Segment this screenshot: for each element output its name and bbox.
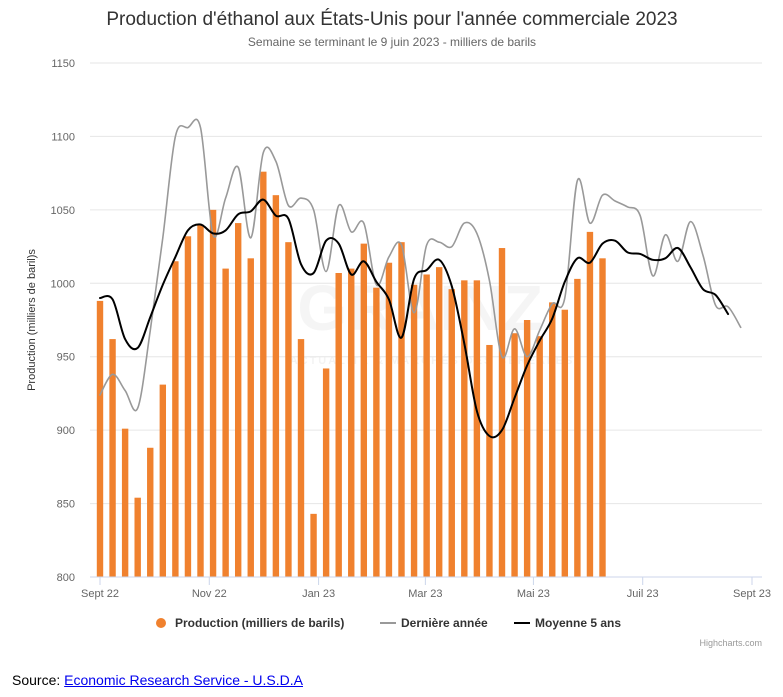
production-bar[interactable] bbox=[335, 273, 342, 577]
production-bar[interactable] bbox=[96, 300, 104, 577]
production-bar[interactable] bbox=[109, 339, 116, 577]
y-tick-label: 1000 bbox=[51, 278, 75, 290]
production-bar[interactable] bbox=[297, 339, 305, 577]
production-bar[interactable] bbox=[498, 248, 506, 578]
production-bar[interactable] bbox=[473, 280, 481, 577]
legend-item-production[interactable]: Production (milliers de barils) bbox=[156, 616, 344, 630]
legend-item-five-year-avg[interactable]: Moyenne 5 ans bbox=[514, 616, 621, 630]
x-tick-label: Nov 22 bbox=[192, 588, 227, 600]
production-bar[interactable] bbox=[285, 242, 292, 577]
production-bar[interactable] bbox=[197, 224, 204, 578]
source-line: Source: Economic Research Service - U.S.… bbox=[12, 672, 303, 688]
series-lines bbox=[99, 118, 742, 439]
legend-label-production: Production (milliers de barils) bbox=[175, 616, 344, 630]
production-bar[interactable] bbox=[398, 242, 405, 577]
production-bar[interactable] bbox=[272, 195, 280, 577]
legend-marker-production bbox=[156, 618, 166, 628]
x-axis-ticks: Sept 22 Nov 22 Jan 23 Mar 23 Mai 23 Juil 23 Se… bbox=[81, 577, 771, 600]
production-bar[interactable] bbox=[247, 258, 254, 577]
y-axis-label: Production (milliers de baril)s bbox=[26, 249, 38, 391]
production-bar[interactable] bbox=[121, 428, 129, 577]
production-bar[interactable] bbox=[234, 223, 242, 577]
highcharts-credits[interactable]: Highcharts.com bbox=[699, 638, 762, 648]
ethanol-production-chart: Production d'éthanol aux États-Unis pour… bbox=[26, 9, 771, 648]
production-bar[interactable] bbox=[222, 268, 229, 577]
production-bar[interactable] bbox=[599, 258, 606, 577]
x-tick-label: Mai 23 bbox=[517, 588, 550, 600]
production-bars bbox=[96, 171, 606, 578]
y-tick-label: 950 bbox=[57, 352, 75, 364]
production-bar[interactable] bbox=[260, 171, 267, 577]
legend-label-last-year: Dernière année bbox=[401, 616, 488, 630]
y-tick-label: 1150 bbox=[51, 58, 75, 70]
production-bar[interactable] bbox=[549, 302, 556, 577]
production-bar[interactable] bbox=[310, 513, 317, 577]
production-bar[interactable] bbox=[574, 278, 581, 577]
x-tick-label: Juil 23 bbox=[627, 588, 659, 600]
chart-title: Production d'éthanol aux États-Unis pour… bbox=[106, 9, 677, 30]
production-bar[interactable] bbox=[373, 287, 380, 577]
legend-label-five-year-avg: Moyenne 5 ans bbox=[535, 616, 621, 630]
production-bar[interactable] bbox=[486, 344, 493, 577]
production-bar[interactable] bbox=[511, 333, 518, 577]
production-bar[interactable] bbox=[184, 236, 192, 577]
production-bar[interactable] bbox=[322, 368, 330, 577]
y-tick-label: 800 bbox=[57, 572, 75, 584]
y-tick-label: 900 bbox=[57, 425, 75, 437]
x-tick-label: Sept 23 bbox=[733, 588, 771, 600]
production-bar[interactable] bbox=[360, 243, 368, 578]
production-bar[interactable] bbox=[385, 262, 393, 577]
y-axis-ticks: 800 850 900 950 1000 1050 1100 1150 bbox=[51, 58, 75, 584]
production-bar[interactable] bbox=[448, 289, 455, 577]
last-year-line[interactable] bbox=[99, 118, 742, 412]
production-bar[interactable] bbox=[172, 261, 179, 577]
production-bar[interactable] bbox=[159, 384, 167, 577]
production-bar[interactable] bbox=[134, 497, 141, 577]
y-tick-label: 850 bbox=[57, 499, 75, 511]
source-prefix: Source: bbox=[12, 672, 65, 688]
x-tick-label: Jan 23 bbox=[302, 588, 335, 600]
source-link[interactable]: Economic Research Service - U.S.D.A bbox=[64, 672, 303, 688]
production-bar[interactable] bbox=[147, 447, 154, 577]
legend: Production (milliers de barils) Dernière… bbox=[156, 616, 621, 630]
x-tick-label: Mar 23 bbox=[408, 588, 442, 600]
legend-item-last-year[interactable]: Dernière année bbox=[380, 616, 488, 630]
x-tick-label: Sept 22 bbox=[81, 588, 119, 600]
production-bar[interactable] bbox=[561, 309, 569, 577]
production-bar[interactable] bbox=[209, 209, 217, 577]
production-bar[interactable] bbox=[586, 231, 594, 577]
y-tick-label: 1050 bbox=[51, 205, 75, 217]
five-year-average-line[interactable] bbox=[99, 198, 730, 439]
production-bar[interactable] bbox=[423, 274, 430, 577]
production-bar[interactable] bbox=[523, 320, 531, 577]
production-bar[interactable] bbox=[536, 336, 543, 577]
production-bar[interactable] bbox=[348, 268, 355, 577]
y-tick-label: 1100 bbox=[51, 131, 75, 143]
production-bar[interactable] bbox=[410, 284, 418, 577]
production-bar[interactable] bbox=[461, 280, 468, 577]
production-bar[interactable] bbox=[435, 267, 443, 577]
chart-subtitle: Semaine se terminant le 9 juin 2023 - mi… bbox=[248, 35, 536, 49]
